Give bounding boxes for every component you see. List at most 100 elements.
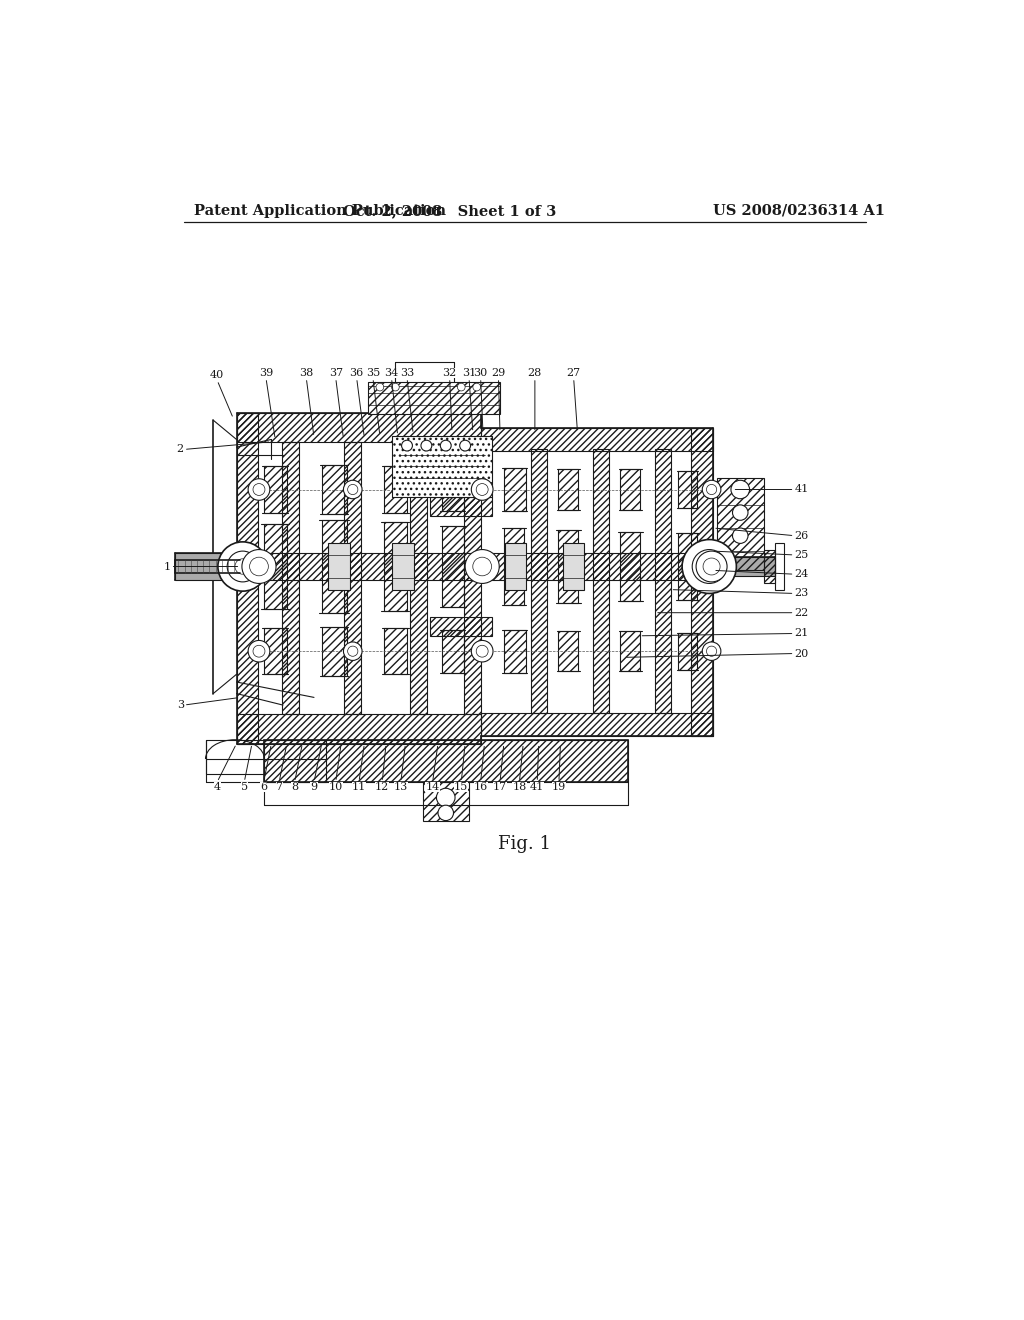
Text: 39: 39 (259, 368, 273, 378)
Text: 8: 8 (291, 781, 298, 792)
Text: 25: 25 (795, 550, 809, 560)
Text: 17: 17 (493, 781, 507, 792)
Bar (717, 478, 764, 570)
Bar (558, 470, 579, 510)
Bar (384, 466, 407, 512)
Bar (391, 436, 493, 498)
Text: 27: 27 (566, 368, 581, 378)
Text: 16: 16 (473, 781, 487, 792)
Text: 35: 35 (366, 368, 380, 378)
Text: 29: 29 (492, 368, 506, 378)
Bar (322, 627, 346, 676)
Text: 3: 3 (177, 700, 183, 710)
Text: 22: 22 (795, 607, 809, 618)
Bar (504, 528, 524, 605)
Bar (263, 739, 628, 781)
Bar (263, 466, 287, 512)
Bar (237, 412, 258, 743)
Circle shape (702, 642, 721, 660)
Bar (504, 630, 525, 673)
Bar (430, 498, 493, 516)
Text: 9: 9 (310, 781, 317, 792)
Text: Fig. 1: Fig. 1 (499, 834, 551, 853)
Circle shape (242, 549, 276, 583)
Circle shape (460, 441, 471, 451)
Bar (322, 520, 346, 612)
Circle shape (731, 480, 750, 499)
Bar (442, 527, 464, 607)
Text: US 2008/0236314 A1: US 2008/0236314 A1 (713, 203, 885, 218)
Bar (713, 557, 775, 576)
Circle shape (436, 788, 455, 807)
Circle shape (440, 441, 452, 451)
Circle shape (732, 528, 748, 544)
Bar (283, 442, 299, 714)
Text: 20: 20 (795, 648, 809, 659)
Bar (558, 529, 579, 603)
Text: 41: 41 (795, 484, 809, 495)
Circle shape (471, 479, 493, 500)
Bar (505, 544, 526, 590)
Bar (593, 449, 608, 713)
Bar (369, 381, 500, 414)
Circle shape (702, 480, 721, 499)
Text: 19: 19 (552, 781, 566, 792)
Text: 24: 24 (795, 569, 809, 579)
Text: 1: 1 (164, 561, 171, 572)
Text: 30: 30 (473, 368, 487, 378)
Bar (392, 544, 414, 590)
Circle shape (682, 540, 736, 594)
Text: 10: 10 (329, 781, 343, 792)
Bar (480, 713, 713, 737)
Text: 36: 36 (349, 368, 364, 378)
Circle shape (473, 383, 480, 391)
Circle shape (343, 642, 362, 660)
Bar (384, 628, 407, 675)
Text: 31: 31 (462, 368, 476, 378)
Circle shape (696, 552, 727, 582)
Bar (678, 632, 697, 669)
Text: Oct. 2, 2008   Sheet 1 of 3: Oct. 2, 2008 Sheet 1 of 3 (343, 203, 556, 218)
Text: 5: 5 (241, 781, 248, 792)
Text: 26: 26 (795, 531, 809, 541)
Bar (775, 544, 784, 590)
Bar (678, 471, 697, 508)
Bar (174, 553, 237, 581)
Bar (655, 449, 671, 713)
Text: 41: 41 (530, 781, 545, 792)
Text: 18: 18 (512, 781, 526, 792)
Text: 32: 32 (442, 368, 457, 378)
Circle shape (343, 480, 362, 499)
Bar (464, 442, 481, 714)
Circle shape (218, 541, 267, 591)
Circle shape (421, 441, 432, 451)
Bar (263, 739, 628, 781)
Text: 21: 21 (795, 628, 809, 639)
Bar (563, 544, 585, 590)
Text: 6: 6 (260, 781, 267, 792)
Bar (480, 428, 713, 451)
Bar (263, 628, 287, 675)
Bar (442, 469, 464, 511)
Text: Patent Application Publication: Patent Application Publication (194, 203, 445, 218)
Bar (442, 630, 464, 673)
Circle shape (248, 479, 270, 500)
Circle shape (248, 640, 270, 663)
Bar (369, 381, 500, 414)
Text: 12: 12 (375, 781, 389, 792)
Text: 33: 33 (400, 368, 414, 378)
Bar (764, 549, 775, 583)
Circle shape (458, 383, 465, 391)
Bar (558, 631, 579, 671)
Bar (717, 478, 764, 570)
Bar (621, 470, 640, 510)
Bar (237, 714, 480, 743)
Bar (344, 442, 361, 714)
Circle shape (376, 383, 384, 391)
Text: 14: 14 (425, 781, 439, 792)
Bar (328, 544, 349, 590)
Bar (384, 521, 407, 611)
Bar (504, 469, 525, 511)
Text: 13: 13 (393, 781, 408, 792)
Circle shape (438, 805, 454, 821)
